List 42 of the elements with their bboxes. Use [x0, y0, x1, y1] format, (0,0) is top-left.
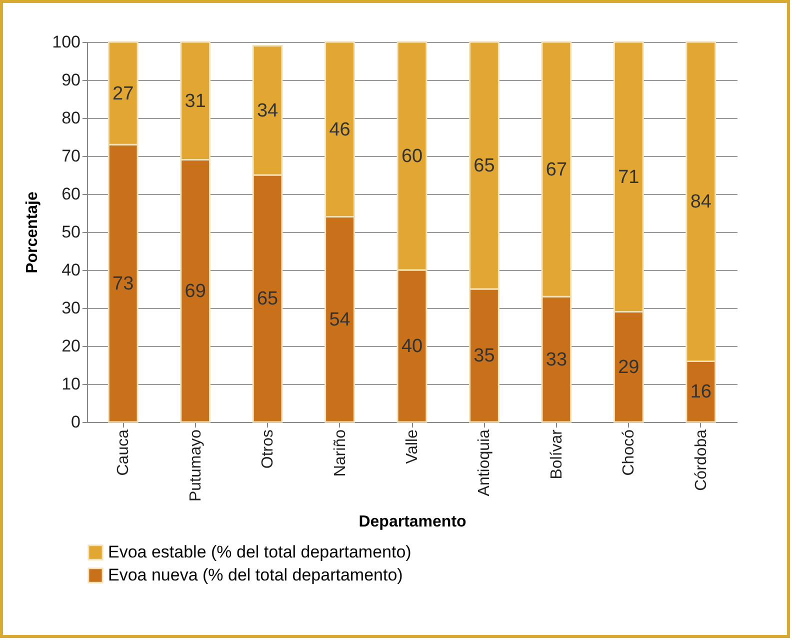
y-axis-title: Porcentaje	[24, 191, 42, 274]
y-tick-label: 30	[62, 298, 80, 318]
y-tick-label: 40	[62, 260, 80, 280]
y-tick-label: 0	[71, 412, 80, 432]
x-tick-label: Nariño	[332, 429, 349, 477]
y-tick-label: 100	[52, 32, 80, 52]
data-label: 29	[618, 356, 640, 378]
y-tick-label: 90	[62, 70, 80, 90]
data-label: 34	[256, 100, 279, 122]
data-label: 31	[184, 90, 206, 112]
data-label: 54	[329, 309, 351, 330]
x-tick-label: Antioquia	[476, 429, 494, 496]
y-tick-label: 70	[62, 146, 80, 166]
y-tick-label: 60	[62, 184, 80, 204]
data-label: 40	[401, 336, 423, 357]
data-label: 73	[112, 273, 134, 294]
x-tick-label: Otros	[260, 430, 277, 469]
x-tick-label: Bolívar	[548, 428, 566, 480]
data-label: 67	[546, 159, 568, 180]
x-axis-title: Departamento	[358, 514, 467, 531]
data-label: 27	[112, 83, 134, 104]
y-tick-label: 20	[62, 336, 80, 356]
x-tick-label: Valle	[404, 429, 421, 464]
y-tick-label: 80	[62, 108, 80, 128]
legend-label: Evoa nueva (% del total departamento)	[108, 566, 403, 584]
x-tick-label: Córdoba	[692, 429, 710, 491]
data-label: 84	[690, 192, 712, 213]
data-label: 35	[474, 346, 495, 366]
data-label: 60	[401, 146, 423, 167]
y-tick-label: 50	[62, 222, 80, 242]
y-tick-label: 10	[62, 374, 80, 394]
legend-label: Evoa estable (% del total departamento)	[108, 542, 412, 562]
x-tick-label: Chocó	[620, 429, 638, 476]
x-tick-label: Putumayo	[187, 429, 204, 502]
data-label: 46	[329, 119, 350, 140]
data-label: 65	[256, 288, 278, 310]
data-label: 16	[690, 382, 712, 403]
data-label: 71	[618, 166, 640, 188]
data-label: 69	[184, 280, 206, 302]
data-label: 65	[474, 156, 495, 176]
x-tick-label: Cauca	[115, 429, 132, 476]
data-label: 33	[546, 349, 568, 370]
